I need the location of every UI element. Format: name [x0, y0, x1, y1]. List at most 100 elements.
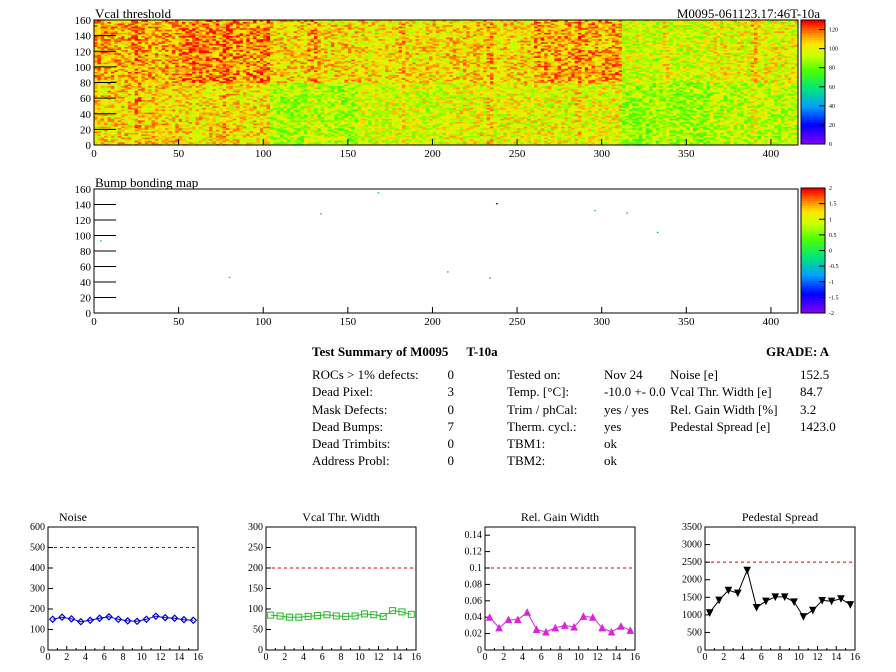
- heatmap-cell: [195, 135, 200, 138]
- heatmap-cell: [432, 127, 437, 130]
- heatmap-cell: [97, 123, 102, 126]
- heatmap-cell: [787, 138, 792, 141]
- heatmap-cell: [263, 130, 268, 133]
- heatmap-cell: [361, 143, 366, 146]
- heatmap-cell: [144, 129, 149, 132]
- heatmap-cell: [490, 124, 494, 127]
- heatmap-cell: [527, 126, 532, 129]
- heatmap-cell: [425, 130, 430, 133]
- heatmap-cell: [686, 140, 691, 143]
- heatmap-cell: [523, 135, 528, 138]
- heatmap-cell: [500, 134, 504, 137]
- heatmap-cell: [270, 143, 274, 146]
- heatmap-cell: [320, 137, 325, 140]
- heatmap-cell: [770, 126, 775, 129]
- heatmap-cell: [544, 138, 548, 141]
- heatmap-cell: [408, 126, 413, 129]
- heatmap-cell: [462, 130, 467, 133]
- heatmap-cell: [263, 124, 268, 127]
- heatmap-cell: [205, 124, 210, 127]
- heatmap-cell: [124, 134, 129, 137]
- heatmap-cell: [330, 135, 335, 138]
- heatmap-cell: [182, 124, 186, 127]
- heatmap-cell: [764, 126, 768, 129]
- heatmap-cell: [493, 134, 498, 137]
- heatmap-cell: [361, 124, 366, 127]
- heatmap-cell: [293, 141, 298, 144]
- heatmap-cell: [242, 135, 247, 138]
- heatmap-cell: [239, 141, 244, 144]
- heatmap-cell: [388, 129, 393, 132]
- heatmap-cell: [273, 137, 278, 140]
- heatmap-cell: [226, 143, 230, 146]
- heatmap-cell: [412, 134, 416, 137]
- heatmap-cell: [117, 143, 122, 146]
- heatmap-cell: [588, 129, 592, 132]
- heatmap-cell: [642, 135, 647, 138]
- heatmap-cell: [283, 134, 288, 137]
- heatmap-cell: [347, 130, 352, 133]
- heatmap-cell: [402, 134, 406, 137]
- heatmap-cell: [236, 137, 240, 140]
- heatmap-cell: [523, 126, 528, 129]
- heatmap-cell: [175, 141, 180, 144]
- heatmap-cell: [351, 132, 356, 135]
- heatmap-cell: [737, 135, 741, 138]
- heatmap-cell: [415, 140, 420, 143]
- heatmap-cell: [628, 134, 633, 137]
- heatmap-cell: [114, 137, 119, 140]
- heatmap-cell: [723, 137, 728, 140]
- heatmap-cell: [124, 124, 129, 127]
- heatmap-cell: [628, 135, 633, 138]
- heatmap-cell: [354, 140, 359, 143]
- heatmap-cell: [517, 127, 521, 130]
- heatmap-cell: [215, 129, 220, 132]
- heatmap-cell: [726, 140, 731, 143]
- heatmap-cell: [510, 132, 515, 135]
- heatmap-cell: [114, 130, 119, 133]
- heatmap-cell: [276, 126, 281, 129]
- heatmap-cell: [104, 129, 108, 132]
- heatmap-cell: [537, 129, 542, 132]
- heatmap-cell: [764, 140, 768, 143]
- heatmap-cell: [760, 127, 765, 130]
- heatmap-cell: [131, 130, 136, 133]
- heatmap-cell: [283, 129, 288, 132]
- heatmap-cell: [628, 126, 633, 129]
- heatmap-cell: [584, 126, 589, 129]
- heatmap-cell: [611, 137, 616, 140]
- heatmap-cell: [679, 126, 684, 129]
- heatmap-cell: [645, 127, 650, 130]
- heatmap-cell: [341, 126, 345, 129]
- heatmap-cell: [554, 132, 559, 135]
- heatmap-cell: [632, 124, 636, 127]
- heatmap-cell: [385, 132, 389, 135]
- heatmap-cell: [219, 137, 224, 140]
- heatmap-cell: [253, 135, 257, 138]
- heatmap-cell: [740, 124, 745, 127]
- heatmap-cell: [473, 141, 477, 144]
- heatmap-cell: [696, 130, 701, 133]
- heatmap-cell: [737, 143, 741, 146]
- heatmap-cell: [693, 124, 697, 127]
- heatmap-cell: [259, 127, 264, 130]
- heatmap-cell: [473, 124, 477, 127]
- heatmap-cell: [574, 126, 579, 129]
- heatmap-cell: [513, 124, 518, 127]
- heatmap-cell: [601, 126, 606, 129]
- heatmap-cell: [154, 123, 159, 126]
- heatmap-cell: [351, 134, 356, 137]
- heatmap-cell: [506, 132, 511, 135]
- heatmap-cell: [290, 124, 295, 127]
- heatmap-cell: [523, 141, 528, 144]
- heatmap-cell: [720, 130, 724, 133]
- heatmap-cell: [777, 134, 782, 137]
- heatmap-cell: [435, 130, 440, 133]
- heatmap-cell: [523, 124, 528, 127]
- heatmap-cell: [503, 126, 508, 129]
- heatmap-cell: [584, 135, 589, 138]
- heatmap-cell: [405, 141, 410, 144]
- heatmap-cell: [435, 124, 440, 127]
- heatmap-cell: [710, 126, 714, 129]
- heatmap-cell: [168, 123, 173, 126]
